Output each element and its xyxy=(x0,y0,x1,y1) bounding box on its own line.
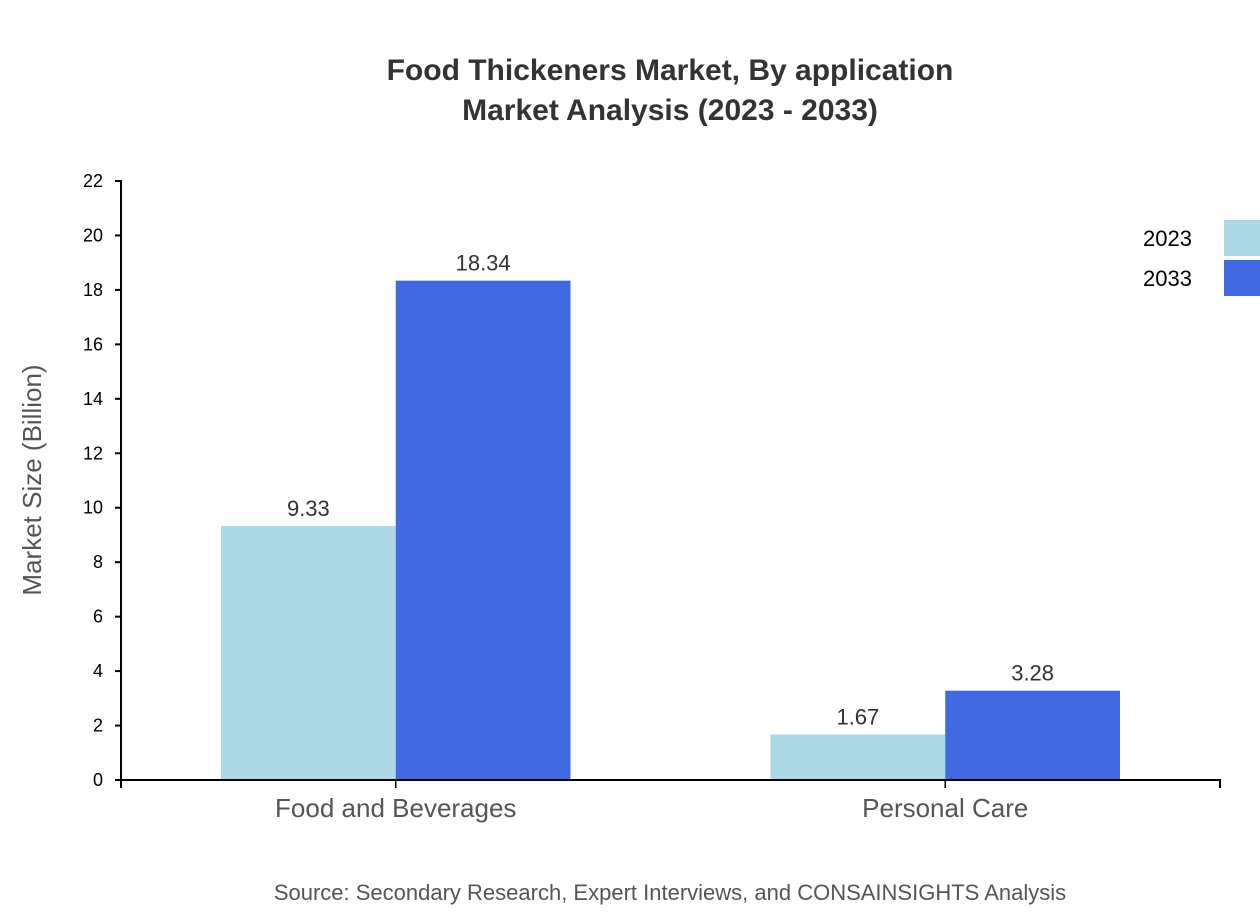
bar-2023-0 xyxy=(221,525,396,780)
y-tick-label: 0 xyxy=(93,770,103,790)
y-tick-label: 8 xyxy=(93,552,103,572)
y-tick-label: 4 xyxy=(93,661,103,681)
y-tick-label: 22 xyxy=(83,171,103,191)
legend-swatch-2023 xyxy=(1224,220,1260,256)
y-axis-line xyxy=(115,180,122,781)
bar-2023-1 xyxy=(770,734,946,780)
legend-swatch-2033 xyxy=(1224,260,1260,296)
y-tick-label: 6 xyxy=(93,607,103,627)
y-tick-label: 14 xyxy=(83,389,103,409)
x-axis-line xyxy=(120,779,1221,788)
bar-2033-1 xyxy=(945,690,1120,780)
bar-2033-0 xyxy=(395,280,571,780)
y-tick-label: 12 xyxy=(83,443,103,463)
source-note: Source: Secondary Research, Expert Inter… xyxy=(274,880,1066,905)
legend-label-2023: 2023 xyxy=(1143,226,1192,251)
y-tick-label: 16 xyxy=(83,334,103,354)
y-tick-label: 18 xyxy=(83,280,103,300)
data-label: 3.28 xyxy=(1011,661,1054,686)
chart-title-line-1: Food Thickeners Market, By application xyxy=(387,54,954,87)
data-label: 18.34 xyxy=(456,251,511,276)
x-tick-label: Personal Care xyxy=(862,793,1028,823)
x-tick-label: Food and Beverages xyxy=(275,793,516,823)
chart-title-line-2: Market Analysis (2023 - 2033) xyxy=(462,94,878,127)
data-label: 9.33 xyxy=(287,496,330,521)
y-tick-label: 2 xyxy=(93,716,103,736)
y-axis-label: Market Size (Billion) xyxy=(17,364,47,595)
y-tick-label: 10 xyxy=(83,498,103,518)
data-label: 1.67 xyxy=(836,705,879,730)
y-tick-label: 20 xyxy=(83,225,103,245)
legend-label-2033: 2033 xyxy=(1143,266,1192,291)
